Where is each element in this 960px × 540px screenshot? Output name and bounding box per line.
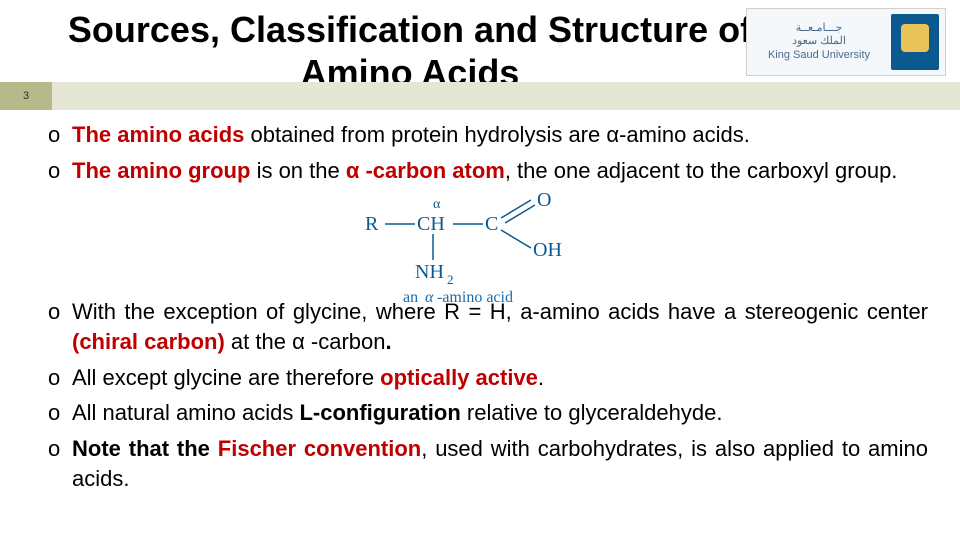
bullet-marker: o bbox=[48, 297, 72, 356]
logo-text: جـــامـعــة الملك سعود King Saud Univers… bbox=[747, 22, 891, 62]
logo-english: King Saud University bbox=[768, 49, 870, 62]
bullet-4: o All except glycine are therefore optic… bbox=[48, 363, 928, 393]
atom-nh2-sub: 2 bbox=[447, 272, 454, 287]
text: , the one adjacent to the carboxyl group… bbox=[505, 158, 898, 183]
text: relative to glyceraldehyde. bbox=[461, 400, 723, 425]
emph: Fischer convention bbox=[218, 436, 421, 461]
atom-o: O bbox=[537, 190, 551, 211]
slide-number: 3 bbox=[0, 82, 52, 110]
alpha-label: α bbox=[433, 197, 441, 212]
text: All natural amino acids bbox=[72, 400, 299, 425]
bullet-text: All except glycine are therefore optical… bbox=[72, 363, 928, 393]
emph: The amino acids bbox=[72, 122, 244, 147]
text: is on the bbox=[250, 158, 345, 183]
bullet-2: o The amino group is on the α -carbon at… bbox=[48, 156, 928, 186]
atom-c: C bbox=[485, 213, 498, 235]
bullet-1: o The amino acids obtained from protein … bbox=[48, 120, 928, 150]
molecule-diagram: R CH α C O OH NH 2 bbox=[355, 190, 595, 310]
logo-arabic-2: الملك سعود bbox=[792, 35, 846, 48]
atom-r: R bbox=[365, 213, 379, 235]
bullet-text: All natural amino acids L-configuration … bbox=[72, 398, 928, 428]
bullet-marker: o bbox=[48, 363, 72, 393]
text: obtained from protein hydrolysis are α-a… bbox=[244, 122, 750, 147]
bullet-5: o All natural amino acids L-configuratio… bbox=[48, 398, 928, 428]
text-bold: L-configuration bbox=[299, 400, 460, 425]
atom-oh: OH bbox=[533, 239, 562, 261]
text-bold: Note that the bbox=[72, 436, 218, 461]
logo-arabic-1: جـــامـعــة bbox=[796, 22, 843, 35]
atom-nh2: NH bbox=[415, 261, 444, 283]
text: at the α -carbon bbox=[225, 329, 386, 354]
emph: α -carbon atom bbox=[346, 158, 505, 183]
bullet-marker: o bbox=[48, 156, 72, 186]
text: . bbox=[538, 365, 544, 390]
emph: optically active bbox=[380, 365, 538, 390]
emph: (chiral carbon) bbox=[72, 329, 225, 354]
bullet-marker: o bbox=[48, 398, 72, 428]
university-logo: جـــامـعــة الملك سعود King Saud Univers… bbox=[746, 8, 946, 76]
caption-3: -amino acid bbox=[437, 289, 513, 306]
bullet-text: Note that the Fischer convention, used w… bbox=[72, 434, 928, 493]
bullet-text: The amino acids obtained from protein hy… bbox=[72, 120, 928, 150]
crest-icon bbox=[891, 14, 939, 70]
bullet-text: The amino group is on the α -carbon atom… bbox=[72, 156, 928, 186]
emph: The amino group bbox=[72, 158, 250, 183]
caption-alpha: α bbox=[425, 289, 434, 306]
slide: Sources, Classification and Structure of… bbox=[0, 0, 960, 540]
atom-ch: CH bbox=[417, 213, 445, 235]
bullet-marker: o bbox=[48, 434, 72, 493]
molecule-svg: R CH α C O OH NH 2 bbox=[365, 190, 562, 306]
title-band bbox=[52, 82, 960, 110]
caption-1: an bbox=[403, 289, 418, 306]
bullet-marker: o bbox=[48, 120, 72, 150]
bullet-6: o Note that the Fischer convention, used… bbox=[48, 434, 928, 493]
text: All except glycine are therefore bbox=[72, 365, 380, 390]
text-bold: . bbox=[386, 329, 392, 354]
